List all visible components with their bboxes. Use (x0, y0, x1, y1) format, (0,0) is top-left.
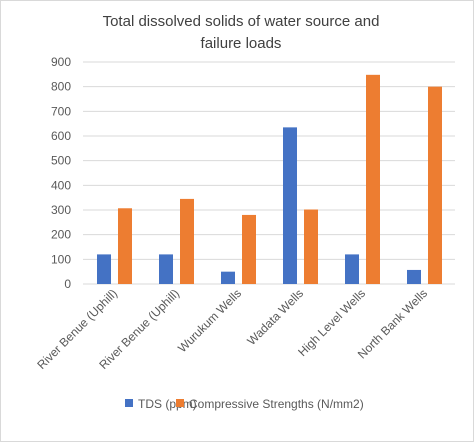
x-category-label: Wadata Wells (244, 286, 306, 348)
y-tick-label: 0 (64, 277, 71, 291)
bar-tds (159, 254, 173, 284)
y-tick-label: 700 (51, 104, 71, 118)
y-tick-label: 400 (51, 178, 71, 192)
legend-swatch (176, 399, 184, 407)
legend-label: Compressive Strengths (N/mm2) (189, 397, 364, 411)
y-tick-label: 200 (51, 228, 71, 242)
bar-compressive-strength (304, 209, 318, 284)
bar-tds (283, 127, 297, 284)
bar-tds (407, 269, 421, 284)
bar-compressive-strength (242, 214, 256, 284)
bar-tds (221, 271, 235, 284)
chart-title-line-2: failure loads (200, 35, 282, 52)
chart-title-line-1: Total dissolved solids of water source a… (102, 13, 380, 30)
y-tick-label: 600 (51, 129, 71, 143)
bar-compressive-strength (118, 208, 132, 284)
x-category-label: Wurukum Wells (175, 286, 244, 355)
y-tick-label: 100 (51, 252, 71, 266)
y-tick-label: 800 (51, 80, 71, 94)
legend-label: TDS (ppm) (138, 397, 197, 411)
chart-title: Total dissolved solids of water source a… (41, 11, 441, 55)
bar-compressive-strength (428, 86, 442, 285)
y-tick-label: 300 (51, 203, 71, 217)
bar-tds (97, 254, 111, 284)
y-tick-label: 500 (51, 154, 71, 168)
y-tick-label: 900 (51, 55, 71, 69)
bar-compressive-strength (180, 198, 194, 284)
bar-tds (345, 254, 359, 284)
legend-swatch (125, 399, 133, 407)
bar-compressive-strength (366, 74, 380, 285)
